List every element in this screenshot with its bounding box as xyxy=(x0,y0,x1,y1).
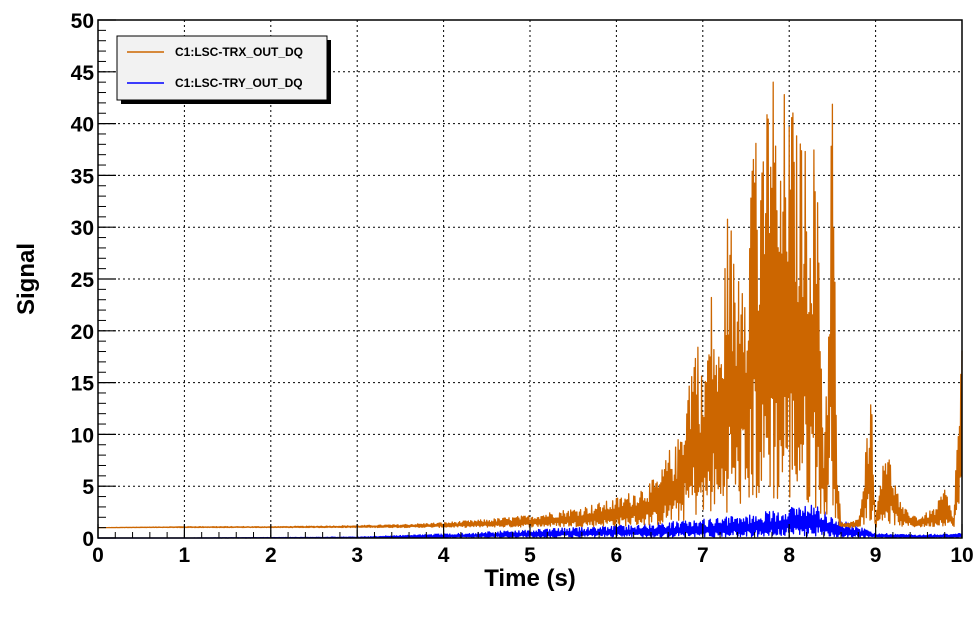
x-axis-title: Time (s) xyxy=(484,565,576,592)
y-tick-label: 40 xyxy=(71,114,94,137)
x-tick-label: 4 xyxy=(438,544,450,567)
axis-ticks xyxy=(97,19,963,539)
x-tick-label: 2 xyxy=(265,544,277,567)
x-tick-label: 5 xyxy=(524,544,536,567)
y-tick-label: 30 xyxy=(71,217,94,240)
x-tick-label: 8 xyxy=(783,544,795,567)
legend-box xyxy=(116,35,328,101)
y-tick-label: 10 xyxy=(71,424,94,447)
y-axis-title: Signal xyxy=(13,243,40,315)
y-tick-label: 0 xyxy=(82,528,94,551)
y-tick-label: 15 xyxy=(71,373,95,396)
legend-label-try: C1:LSC-TRY_OUT_DQ xyxy=(175,76,303,90)
y-tick-label: 5 xyxy=(82,476,94,499)
x-tick-label: 10 xyxy=(950,544,973,567)
y-tick-label: 20 xyxy=(71,321,94,344)
x-tick-label: 6 xyxy=(611,544,623,567)
legend: C1:LSC-TRX_OUT_DQ C1:LSC-TRY_OUT_DQ xyxy=(116,35,331,104)
x-tick-label: 1 xyxy=(179,544,191,567)
x-tick-label: 9 xyxy=(870,544,882,567)
y-tick-label: 45 xyxy=(71,62,95,85)
series-line-0 xyxy=(97,81,963,529)
y-tick-label: 35 xyxy=(71,165,95,188)
y-tick-label: 25 xyxy=(71,269,95,292)
y-tick-label: 50 xyxy=(71,10,94,33)
x-tick-label: 0 xyxy=(92,544,104,567)
legend-label-trx: C1:LSC-TRX_OUT_DQ xyxy=(175,45,303,59)
x-tick-label: 3 xyxy=(351,544,363,567)
x-tick-label: 7 xyxy=(697,544,709,567)
